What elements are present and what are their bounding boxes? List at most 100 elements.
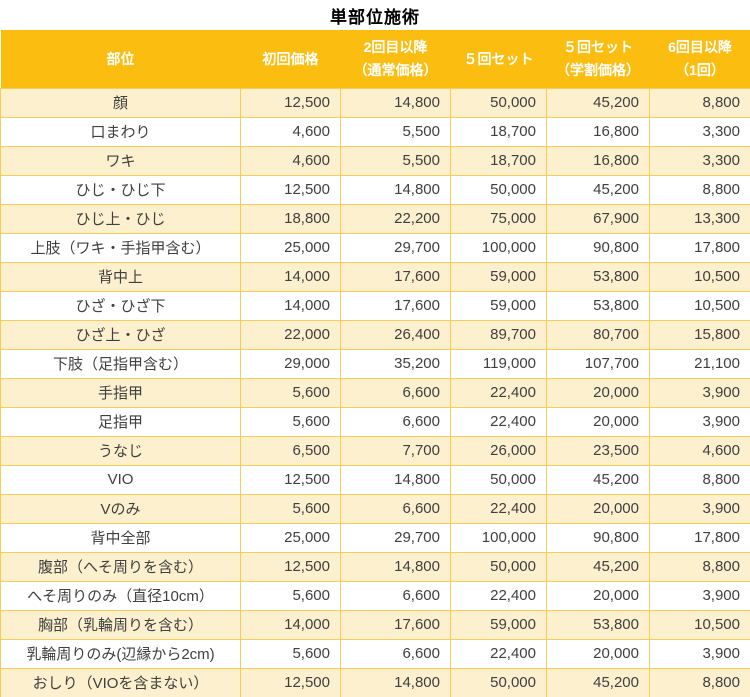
part-cell: 顔: [0, 87, 241, 118]
price-cell: 67,900: [546, 203, 650, 234]
price-cell: 80,700: [546, 319, 650, 350]
column-header: ５回セット: [450, 30, 547, 88]
price-cell: 12,500: [240, 174, 341, 205]
table-row: VIO 12,500 14,800 50,000 45,200 8,800: [0, 464, 750, 495]
price-cell: 5,600: [240, 377, 341, 408]
price-cell: 5,600: [240, 493, 341, 524]
price-cell: 4,600: [240, 116, 341, 147]
part-cell: ひじ・ひじ下: [0, 174, 241, 205]
table-row: ひざ上・ひざ 22,000 26,400 89,700 80,700 15,800: [0, 319, 750, 350]
price-cell: 100,000: [450, 522, 547, 553]
page-title: 単部位施術: [330, 7, 420, 27]
price-cell: 45,200: [546, 464, 650, 495]
price-cell: 17,800: [649, 232, 750, 263]
price-cell: 22,000: [240, 319, 341, 350]
price-cell: 25,000: [240, 522, 341, 553]
table-row: 背中上 14,000 17,600 59,000 53,800 10,500: [0, 261, 750, 292]
part-cell: 胸部（乳輪周りを含む）: [0, 609, 241, 640]
price-cell: 14,800: [340, 174, 451, 205]
price-cell: 6,500: [240, 435, 341, 466]
header-row: 部位 初回価格 2回目以降 （通常価格） ５回セット ５回セット （学割価格） 6回目以降 （1…: [0, 30, 750, 88]
price-cell: 53,800: [546, 290, 650, 321]
table-row: ワキ 4,600 5,500 18,700 16,800 3,300: [0, 145, 750, 176]
price-cell: 16,800: [546, 145, 650, 176]
price-cell: 53,800: [546, 261, 650, 292]
price-cell: 119,000: [450, 348, 547, 379]
column-header: 6回目以降 （1回）: [649, 30, 750, 88]
column-header-label: 部位: [106, 50, 135, 67]
price-cell: 22,400: [450, 580, 547, 611]
price-cell: 23,500: [546, 435, 650, 466]
price-cell: 26,400: [340, 319, 451, 350]
price-cell: 12,500: [240, 464, 341, 495]
price-cell: 22,400: [450, 406, 547, 437]
price-cell: 14,800: [340, 464, 451, 495]
table-row: 背中全部 25,000 29,700 100,000 90,800 17,800: [0, 522, 750, 553]
price-cell: 16,800: [546, 116, 650, 147]
table-row: 手指甲 5,600 6,600 22,400 20,000 3,900: [0, 377, 750, 408]
column-header: 2回目以降 （通常価格）: [340, 30, 451, 88]
price-cell: 29,700: [340, 232, 451, 263]
part-cell: 下肢（足指甲含む）: [0, 348, 241, 379]
part-cell: 口まわり: [0, 116, 241, 147]
price-cell: 59,000: [450, 609, 547, 640]
table-row: 下肢（足指甲含む） 29,000 35,200 119,000 107,700 21,10…: [0, 348, 750, 379]
price-cell: 3,900: [649, 493, 750, 524]
table-row: 腹部（へそ周りを含む） 12,500 14,800 50,000 45,200 8,800: [0, 551, 750, 582]
column-header: ５回セット （学割価格）: [546, 30, 650, 88]
price-cell: 90,800: [546, 522, 650, 553]
price-cell: 3,900: [649, 377, 750, 408]
price-cell: 53,800: [546, 609, 650, 640]
price-cell: 100,000: [450, 232, 547, 263]
price-cell: 107,700: [546, 348, 650, 379]
price-cell: 20,000: [546, 580, 650, 611]
part-cell: Vのみ: [0, 493, 241, 524]
price-cell: 20,000: [546, 377, 650, 408]
column-header-label: ５回セット: [463, 50, 534, 67]
price-table: 部位 初回価格 2回目以降 （通常価格） ５回セット ５回セット （学割価格） 6回目以降 （1…: [0, 30, 750, 697]
price-cell: 18,700: [450, 116, 547, 147]
price-cell: 22,400: [450, 493, 547, 524]
price-cell: 3,300: [649, 145, 750, 176]
price-cell: 29,700: [340, 522, 451, 553]
table-row: 胸部（乳輪周りを含む） 14,000 17,600 59,000 53,800 10,50…: [0, 609, 750, 640]
column-header-sublabel: （通常価格）: [353, 61, 438, 78]
price-cell: 8,800: [649, 87, 750, 118]
price-cell: 21,100: [649, 348, 750, 379]
price-cell: 14,800: [340, 87, 451, 118]
price-cell: 6,600: [340, 493, 451, 524]
price-cell: 8,800: [649, 551, 750, 582]
part-cell: ひざ上・ひざ: [0, 319, 241, 350]
price-cell: 50,000: [450, 87, 547, 118]
table-row: ひじ・ひじ下 12,500 14,800 50,000 45,200 8,800: [0, 174, 750, 205]
price-cell: 59,000: [450, 261, 547, 292]
price-cell: 17,600: [340, 261, 451, 292]
part-cell: 手指甲: [0, 377, 241, 408]
table-row: おしり（VIOを含まない） 12,500 14,800 50,000 45,200 8,8…: [0, 667, 750, 697]
price-cell: 45,200: [546, 667, 650, 697]
table-row: うなじ 6,500 7,700 26,000 23,500 4,600: [0, 435, 750, 466]
price-cell: 90,800: [546, 232, 650, 263]
price-cell: 18,800: [240, 203, 341, 234]
price-cell: 6,600: [340, 406, 451, 437]
column-header: 初回価格: [240, 30, 341, 88]
part-cell: ワキ: [0, 145, 241, 176]
price-cell: 17,800: [649, 522, 750, 553]
price-cell: 17,600: [340, 609, 451, 640]
price-cell: 5,600: [240, 638, 341, 669]
column-header-sublabel: （1回）: [675, 61, 725, 78]
part-cell: 足指甲: [0, 406, 241, 437]
column-header: 部位: [0, 30, 241, 88]
price-cell: 14,800: [340, 667, 451, 697]
price-cell: 50,000: [450, 667, 547, 697]
price-cell: 17,600: [340, 290, 451, 321]
table-row: 口まわり 4,600 5,500 18,700 16,800 3,300: [0, 116, 750, 147]
price-cell: 8,800: [649, 464, 750, 495]
price-cell: 26,000: [450, 435, 547, 466]
price-cell: 50,000: [450, 174, 547, 205]
table-header: 部位 初回価格 2回目以降 （通常価格） ５回セット ５回セット （学割価格） 6回目以降 （1…: [0, 30, 750, 88]
part-cell: ひざ・ひざ下: [0, 290, 241, 321]
table-row: 顔 12,500 14,800 50,000 45,200 8,800: [0, 87, 750, 118]
price-cell: 22,200: [340, 203, 451, 234]
